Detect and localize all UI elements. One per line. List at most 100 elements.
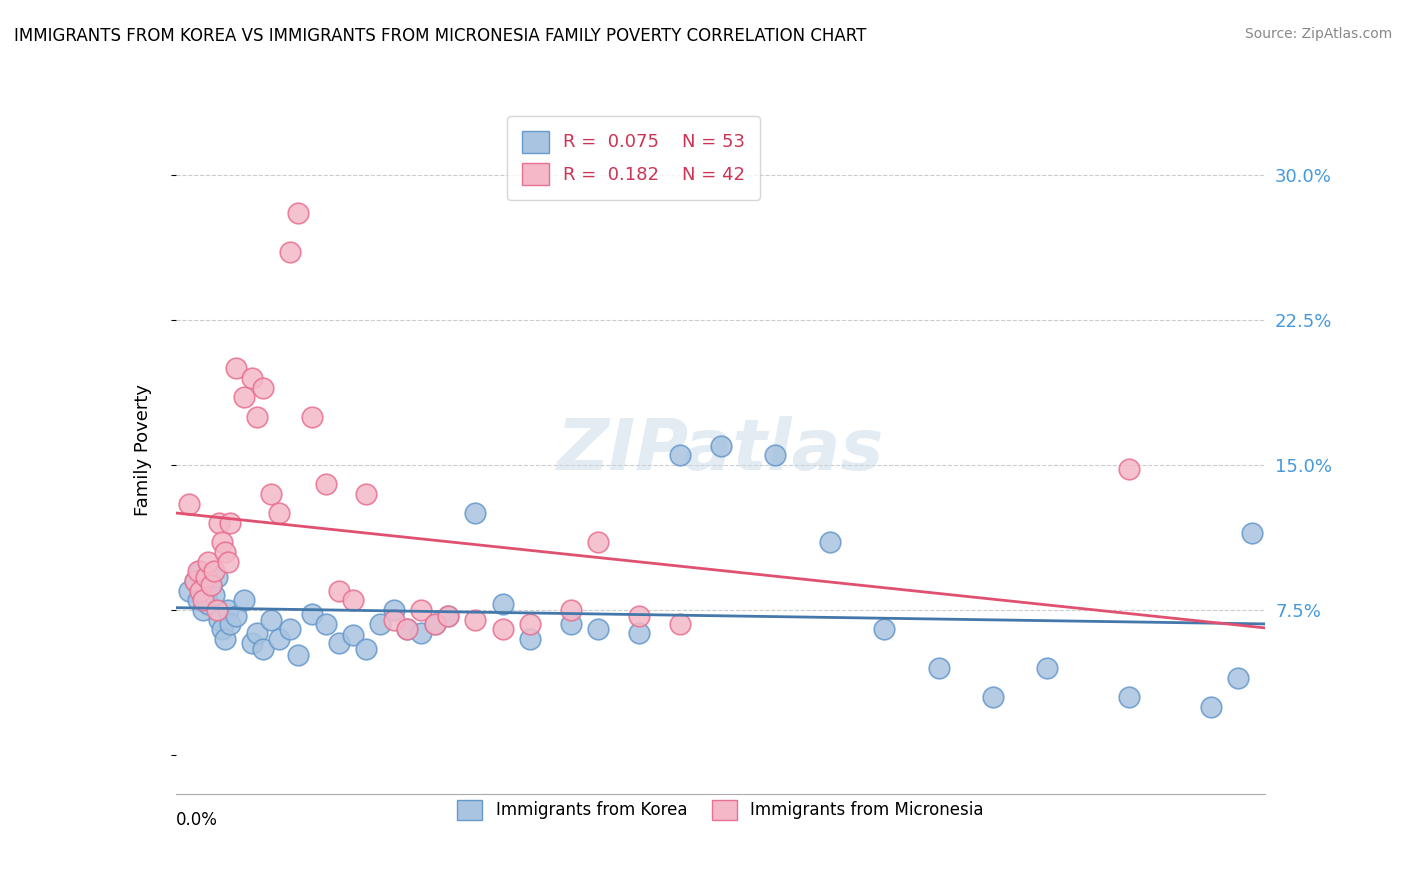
Point — [246, 626, 269, 640]
Point — [260, 487, 283, 501]
Point — [225, 361, 247, 376]
Point — [464, 506, 486, 520]
Point — [1118, 690, 1140, 705]
Point — [287, 648, 309, 662]
Point — [1199, 699, 1222, 714]
Point — [382, 613, 405, 627]
Point — [396, 623, 419, 637]
Point — [928, 661, 950, 675]
Point — [214, 545, 236, 559]
Point — [217, 603, 239, 617]
Point — [328, 636, 350, 650]
Point — [186, 565, 209, 579]
Point — [423, 616, 446, 631]
Point — [219, 516, 242, 530]
Point — [396, 623, 419, 637]
Point — [208, 613, 231, 627]
Point — [202, 565, 225, 579]
Point — [710, 439, 733, 453]
Point — [560, 616, 582, 631]
Point — [188, 565, 211, 579]
Point — [873, 623, 896, 637]
Point — [519, 632, 541, 646]
Point — [560, 603, 582, 617]
Point — [519, 616, 541, 631]
Point — [200, 578, 222, 592]
Point — [981, 690, 1004, 705]
Point — [252, 641, 274, 656]
Point — [818, 535, 841, 549]
Point — [423, 616, 446, 631]
Point — [214, 632, 236, 646]
Point — [586, 623, 609, 637]
Point — [1118, 462, 1140, 476]
Point — [315, 477, 337, 491]
Point — [382, 603, 405, 617]
Point — [287, 206, 309, 220]
Point — [586, 535, 609, 549]
Point — [328, 583, 350, 598]
Point — [278, 245, 301, 260]
Point — [342, 628, 364, 642]
Point — [211, 535, 233, 549]
Text: 0.0%: 0.0% — [176, 811, 218, 829]
Text: IMMIGRANTS FROM KOREA VS IMMIGRANTS FROM MICRONESIA FAMILY POVERTY CORRELATION C: IMMIGRANTS FROM KOREA VS IMMIGRANTS FROM… — [14, 27, 866, 45]
Point — [437, 608, 460, 623]
Point — [191, 593, 214, 607]
Point — [409, 626, 432, 640]
Point — [205, 603, 228, 617]
Point — [464, 613, 486, 627]
Point — [260, 613, 283, 627]
Point — [205, 570, 228, 584]
Point — [269, 632, 291, 646]
Point — [668, 448, 690, 462]
Point — [356, 487, 378, 501]
Point — [269, 506, 291, 520]
Point — [188, 583, 211, 598]
Point — [184, 574, 207, 588]
Point — [409, 603, 432, 617]
Point — [197, 555, 219, 569]
Point — [252, 381, 274, 395]
Point — [194, 570, 217, 584]
Point — [219, 616, 242, 631]
Legend: Immigrants from Korea, Immigrants from Micronesia: Immigrants from Korea, Immigrants from M… — [450, 793, 991, 827]
Point — [184, 574, 207, 588]
Point — [179, 497, 201, 511]
Point — [437, 608, 460, 623]
Point — [1240, 525, 1263, 540]
Point — [301, 409, 323, 424]
Y-axis label: Family Poverty: Family Poverty — [134, 384, 152, 516]
Point — [240, 371, 263, 385]
Point — [492, 597, 515, 611]
Point — [1036, 661, 1059, 675]
Text: ZIPatlas: ZIPatlas — [557, 416, 884, 485]
Point — [315, 616, 337, 631]
Point — [627, 626, 650, 640]
Point — [225, 608, 247, 623]
Point — [301, 607, 323, 621]
Point — [342, 593, 364, 607]
Point — [356, 641, 378, 656]
Point — [186, 593, 209, 607]
Point — [200, 578, 222, 592]
Text: Source: ZipAtlas.com: Source: ZipAtlas.com — [1244, 27, 1392, 41]
Point — [194, 590, 217, 604]
Point — [668, 616, 690, 631]
Point — [179, 583, 201, 598]
Point — [240, 636, 263, 650]
Point — [208, 516, 231, 530]
Point — [1227, 671, 1250, 685]
Point — [627, 608, 650, 623]
Point — [246, 409, 269, 424]
Point — [763, 448, 786, 462]
Point — [197, 597, 219, 611]
Point — [232, 593, 254, 607]
Point — [232, 390, 254, 404]
Point — [278, 623, 301, 637]
Point — [202, 588, 225, 602]
Point — [191, 603, 214, 617]
Point — [492, 623, 515, 637]
Point — [211, 623, 233, 637]
Point — [368, 616, 391, 631]
